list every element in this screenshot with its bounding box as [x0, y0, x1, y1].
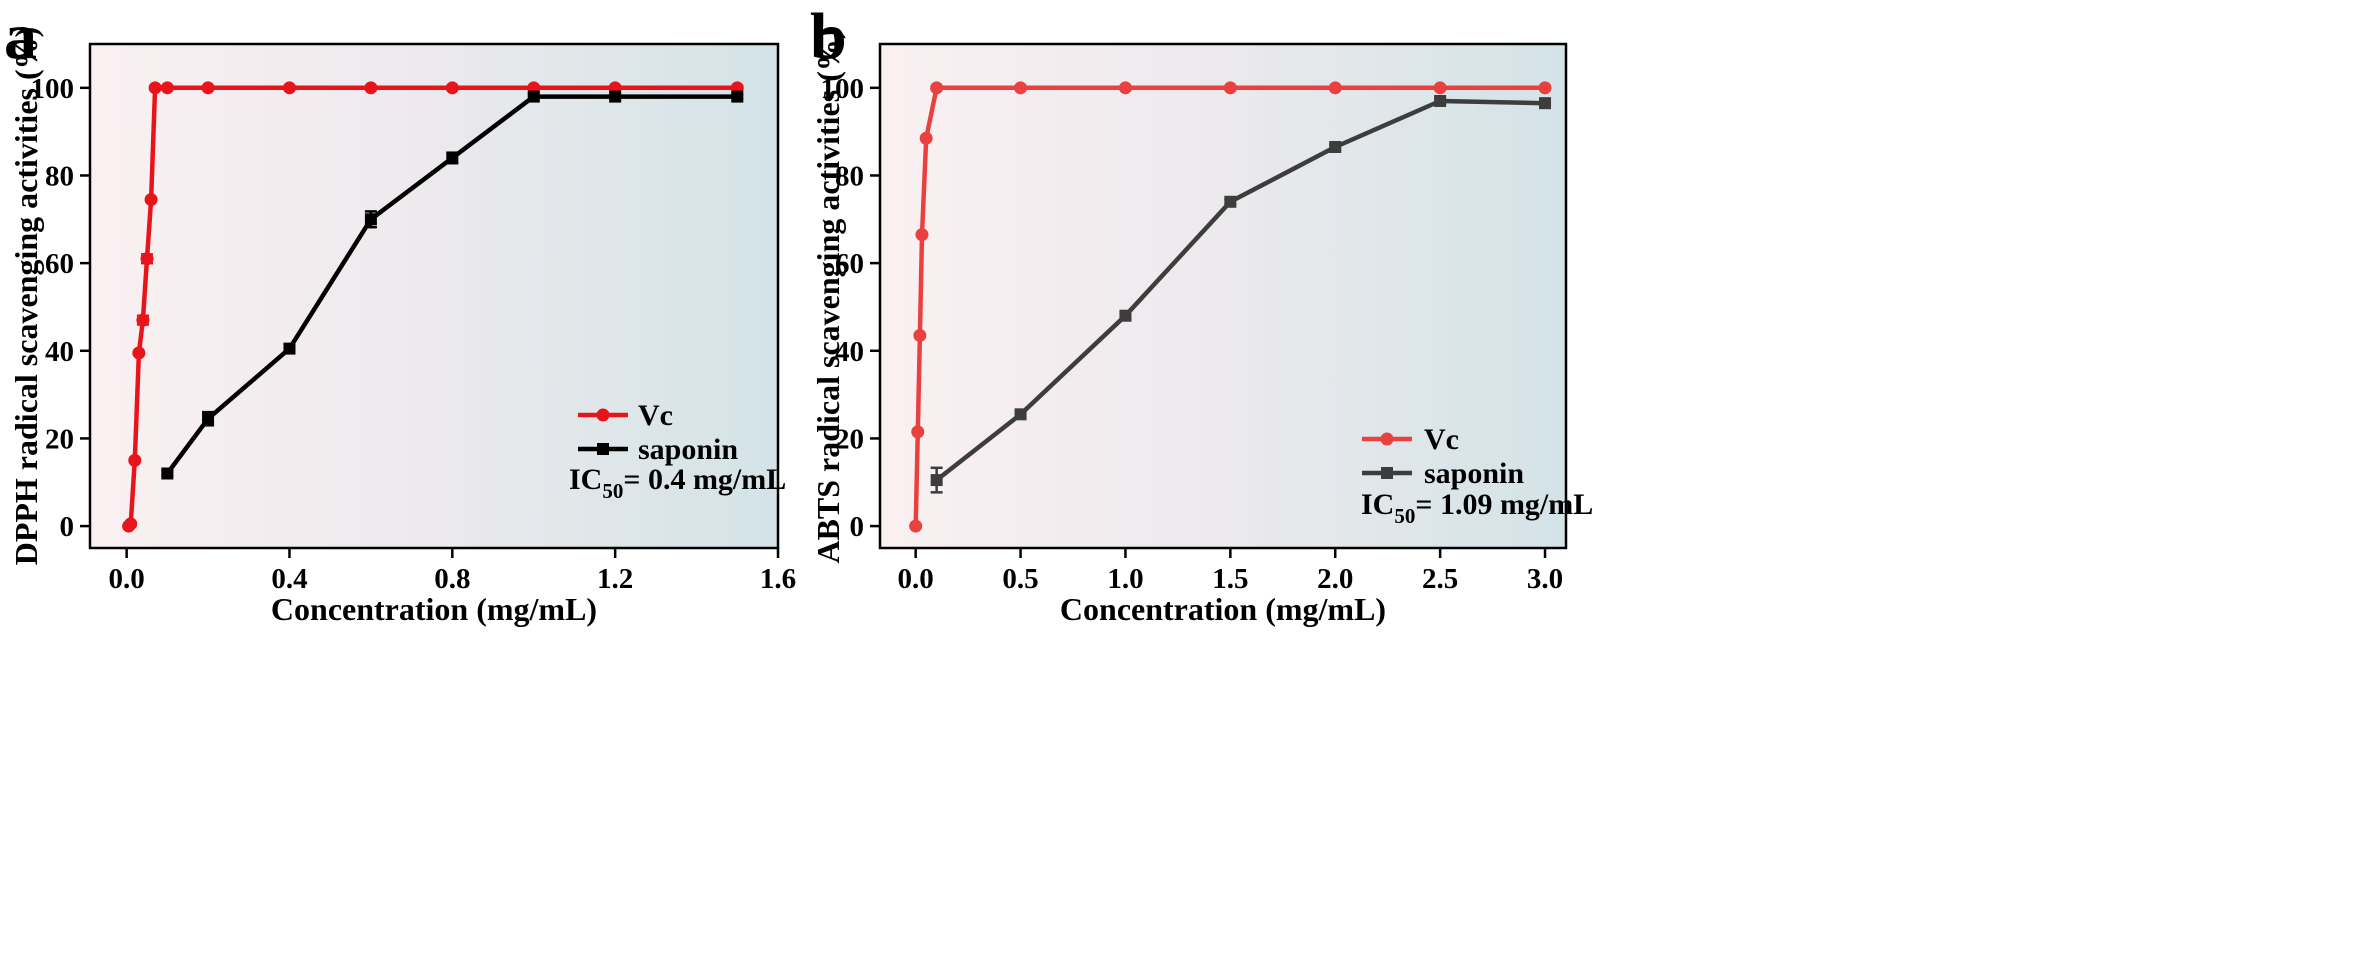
data-point — [1434, 94, 1447, 107]
x-tick-label: 2.0 — [1317, 563, 1353, 595]
chart-panel-b: b 0.0 0.5 1.0 1.5 2.0 2.5 3.0 0 20 40 60 80 100 Concen… — [810, 0, 1593, 627]
data-point — [913, 328, 927, 342]
data-point — [282, 81, 296, 95]
legend-item-saponin: saponin — [1362, 457, 1524, 490]
y-tick-label: 100 — [31, 73, 75, 105]
x-tick-label: 1.5 — [1212, 563, 1248, 595]
data-point — [446, 151, 459, 164]
x-tick-label: 3.0 — [1527, 563, 1563, 595]
x-tick-label: 0.4 — [271, 563, 307, 595]
data-point — [202, 412, 215, 425]
legend-swatch-marker — [596, 408, 610, 422]
y-tick-label: 20 — [45, 423, 74, 455]
data-point — [144, 193, 158, 207]
legend-item-vc: Vc — [578, 399, 673, 432]
y-tick-label: 40 — [45, 336, 74, 368]
legend-swatch-marker — [1381, 467, 1393, 479]
data-point — [1433, 81, 1447, 95]
x-axis-label: Concentration (mg/mL) — [271, 591, 597, 627]
panel-letter-a: a — [4, 0, 37, 73]
y-axis-label: DPPH radical scavenging activities (%) — [8, 27, 44, 566]
legend-label: Vc — [1424, 423, 1459, 456]
y-tick-label: 100 — [821, 73, 865, 105]
y-tick-label: 0 — [850, 511, 865, 543]
data-point — [919, 131, 933, 145]
x-tick-label: 0.5 — [1002, 563, 1038, 595]
data-point — [1328, 81, 1342, 95]
series-line-saponin — [165, 94, 738, 475]
series-vc — [909, 81, 1552, 533]
data-point — [930, 81, 944, 95]
y-tick-label: 40 — [835, 336, 864, 368]
data-point — [609, 90, 622, 103]
legend-label: Vc — [638, 399, 673, 432]
y-tick-label: 20 — [835, 423, 864, 455]
data-point — [930, 474, 943, 487]
data-point — [160, 81, 174, 95]
data-point — [132, 346, 146, 360]
data-point — [1014, 81, 1028, 95]
x-tick-label: 1.0 — [1107, 563, 1143, 595]
data-point — [1539, 97, 1552, 110]
data-point — [161, 467, 174, 480]
ic50-annotation: IC50= 0.4 mg/mL — [569, 463, 786, 503]
series-line-vc — [913, 85, 1545, 527]
data-point — [283, 342, 296, 355]
data-point — [128, 453, 142, 467]
data-point — [201, 81, 215, 95]
ic50-annotation: IC50= 1.09 mg/mL — [1361, 488, 1593, 528]
legend-swatch-marker — [597, 443, 609, 455]
data-point — [911, 425, 925, 439]
data-point — [1224, 195, 1237, 208]
plot-background — [90, 44, 778, 548]
panel-letter-b: b — [810, 0, 847, 73]
legend-label: saponin — [1424, 457, 1524, 490]
y-tick-label: 0 — [60, 511, 75, 543]
data-point — [148, 81, 162, 95]
data-point — [136, 313, 150, 327]
legend-swatch-marker — [1380, 432, 1394, 446]
plot-background — [880, 44, 1566, 548]
axes-frame — [88, 42, 780, 550]
data-point — [1538, 81, 1552, 95]
data-point — [909, 519, 923, 533]
y-tick-label: 60 — [45, 248, 74, 280]
x-tick-label: 0.0 — [898, 563, 934, 595]
x-tick-label: 0.8 — [434, 563, 470, 595]
x-tick-label: 1.6 — [760, 563, 796, 595]
data-point — [527, 90, 540, 103]
data-point — [731, 90, 744, 103]
x-tick-label: 2.5 — [1422, 563, 1458, 595]
series-saponin — [930, 94, 1552, 494]
data-point — [1223, 81, 1237, 95]
series-saponin — [161, 90, 744, 480]
y-tick-label: 80 — [835, 160, 864, 192]
legend-label: saponin — [638, 433, 738, 466]
data-point — [1329, 140, 1342, 153]
data-point — [364, 81, 378, 95]
data-point — [1014, 408, 1027, 421]
y-tick-label: 60 — [835, 248, 864, 280]
y-tick-label: 80 — [45, 160, 74, 192]
axes-frame — [878, 42, 1568, 550]
data-point — [915, 228, 929, 242]
data-point — [364, 213, 377, 226]
x-axis-label: Concentration (mg/mL) — [1060, 591, 1386, 627]
data-point — [140, 252, 154, 266]
data-point — [1119, 309, 1132, 322]
x-tick-label: 1.2 — [597, 563, 633, 595]
legend-item-saponin: saponin — [578, 433, 738, 466]
x-tick-label: 0.0 — [109, 563, 145, 595]
data-point — [124, 517, 138, 531]
data-point — [445, 81, 459, 95]
legend-item-vc: Vc — [1362, 423, 1459, 456]
chart-panel-a: a 0.0 0.4 0.8 1.2 1.6 0 20 40 60 80 100 Concentratio… — [4, 0, 796, 627]
y-axis-label: ABTS radical scavenging activities (%) — [810, 28, 846, 563]
data-point — [1118, 81, 1132, 95]
